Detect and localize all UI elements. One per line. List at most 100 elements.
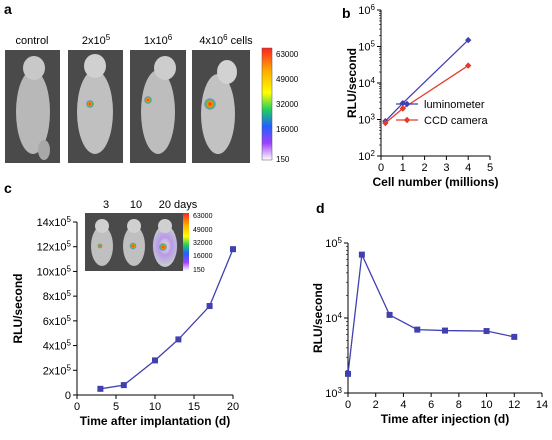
chart-b-legend-marker-1 [403,116,411,124]
panel-a-label-control: control [15,35,48,47]
panel-c-inset: 3 10 20 days 63000 49000 32000 160 [85,199,213,274]
chart-b: RLU/second Cell number (millions) 102103… [345,3,499,189]
chart-c-ytick-label: 12x105 [37,240,72,254]
inset-color-scale: 63000 49000 32000 16000 150 [183,213,213,274]
panel-letter-a: a [4,1,12,17]
chart-b-xtick-label: 5 [487,162,493,174]
chart-c-ytick-label: 8x105 [43,289,72,303]
chart-d-series-0-point [345,370,351,377]
chart-c-xtick-label: 0 [74,401,80,413]
chart-b-series-0-point [465,36,472,44]
chart-b-ytick-label: 105 [358,40,375,54]
mouse-image-1e6 [130,50,186,163]
chart-c-xtick-label: 20 [227,401,239,413]
mouse-image-4e6 [192,50,250,163]
chart-c-series-0-point [175,336,182,343]
chart-d-xtick-label: 0 [345,399,351,411]
panel-letter-c: c [4,180,12,196]
inset-mouse-day20 [150,213,183,271]
chart-d-ylabel: RLU/second [311,283,325,353]
chart-b-ytick-label: 103 [358,113,375,127]
scale-a-tick-0: 63000 [276,50,299,59]
chart-d: RLU/second Time after injection (d) 103 1… [311,236,548,426]
chart-c-ylabel: RLU/second [11,273,25,343]
chart-c-series-0-point [97,385,104,392]
chart-b-xlabel: Cell number (millions) [372,175,498,189]
chart-b-legend-label-0: luminometer [424,99,485,111]
scale-a-tick-2: 32000 [276,100,299,109]
chart-b-legend-label-1: CCD camera [424,115,488,127]
chart-d-series-0-line [347,252,515,374]
chart-d-series-0-point [442,327,448,334]
chart-c-ytick-label: 6x105 [43,314,72,328]
panel-a-label-2e5: 2x105 [82,33,111,47]
chart-d-xtick-label: 14 [536,399,548,411]
chart-b-series-1-point [399,105,406,112]
chart-c-xlabel: Time after implantation (d) [80,414,230,428]
chart-c-xtick-label: 5 [113,401,119,413]
chart-b-ytick-label: 106 [358,3,375,17]
chart-b-legend-marker-0 [403,100,411,108]
chart-d-xlabel: Time after injection (d) [381,412,509,426]
panel-a-label-4e6: 4x106 cells [199,33,253,47]
chart-c-series-0-point [230,246,236,253]
chart-d-ytick-label: 105 [325,236,342,250]
chart-d-xtick-label: 12 [508,399,520,411]
chart-d-xtick-label: 8 [456,399,462,411]
chart-c-ytick-label: 0 [65,390,71,402]
chart-d-xtick-label: 2 [373,399,379,411]
chart-b-series-1-point [465,62,472,69]
chart-b-xtick-label: 0 [378,162,384,174]
chart-d-ytick-label: 104 [325,311,342,325]
chart-b-series-1-point [382,119,389,127]
chart-c-series-0-point [152,357,158,364]
inset-label-20: 20 days [159,199,198,211]
inset-label-10: 10 [130,199,142,211]
mouse-image-control [5,50,60,163]
inset-mouse-day10 [117,213,152,271]
chart-d-xtick-label: 4 [400,399,406,411]
chart-b-ylabel: RLU/second [345,48,359,118]
scale-c-tick-1: 49000 [193,227,213,234]
chart-c-series-0-point [120,382,127,389]
mouse-image-2e5 [68,50,123,163]
chart-b-ytick-label: 102 [358,149,375,163]
inset-label-3: 3 [103,199,109,211]
panel-letter-b: b [342,5,351,21]
chart-c-xtick-label: 10 [149,401,161,413]
chart-d-series-0-point [386,311,393,318]
chart-b-series-0-point [399,99,406,107]
scale-c-tick-4: 150 [193,267,205,274]
chart-b-ytick-label: 104 [358,76,375,90]
chart-c: RLU/second Time after implantation (d) 0… [11,215,239,428]
chart-b-xtick-label: 2 [422,162,428,174]
chart-d-series-0-point [483,328,490,335]
chart-d-series-0-point [358,251,365,258]
chart-b-xtick-label: 4 [465,162,471,174]
scale-a-tick-3: 16000 [276,125,299,134]
chart-b-xtick-label: 3 [443,162,449,174]
scale-c-tick-2: 32000 [193,240,213,247]
chart-d-xtick-label: 6 [428,399,434,411]
chart-c-ytick-label: 4x105 [43,339,72,353]
scale-a-tick-1: 49000 [276,75,299,84]
chart-c-xtick-label: 15 [188,401,200,413]
chart-d-series-0-point [414,326,421,333]
scale-c-tick-3: 16000 [193,253,213,260]
chart-b-xtick-label: 1 [400,162,406,174]
chart-d-series-0-point [511,333,518,340]
panel-a-label-1e6: 1x106 [144,33,173,47]
panel-a: control 2x105 1x106 4x106 cells [5,33,299,164]
panel-a-color-scale: 63000 49000 32000 16000 150 [261,47,299,164]
chart-c-ytick-label: 2x105 [43,363,72,377]
scale-a-tick-4: 150 [276,155,290,164]
inset-mouse-day3 [85,213,121,271]
chart-c-series-0-line [100,248,234,390]
chart-c-ytick-label: 10x105 [37,264,72,278]
chart-d-ytick-label: 103 [325,386,342,400]
chart-d-xtick-label: 10 [480,399,492,411]
chart-c-ytick-label: 14x105 [37,215,72,229]
scale-c-tick-0: 63000 [193,213,213,220]
